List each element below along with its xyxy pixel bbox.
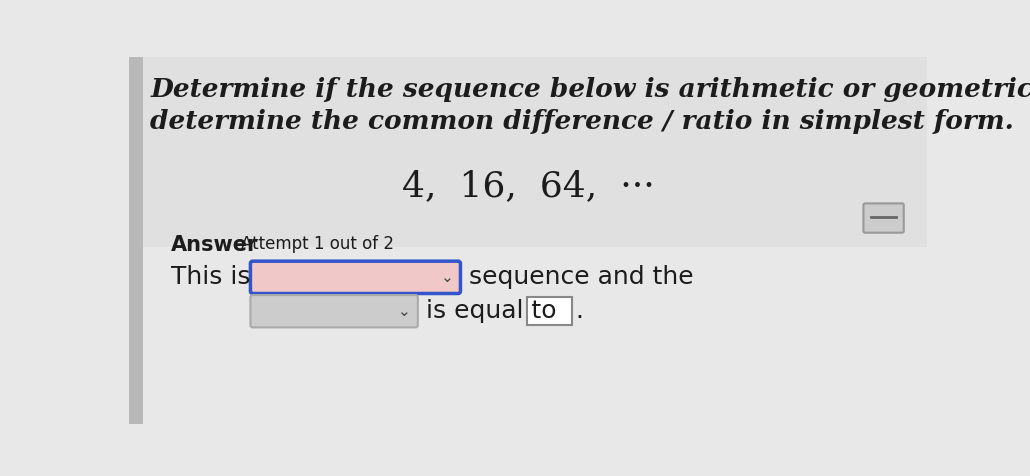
Text: This is: This is xyxy=(171,265,251,289)
Text: Answer: Answer xyxy=(171,235,259,255)
Text: determine the common difference / ratio in simplest form.: determine the common difference / ratio … xyxy=(150,109,1015,135)
Text: sequence and the: sequence and the xyxy=(469,265,693,289)
FancyBboxPatch shape xyxy=(863,203,903,233)
Text: ⌄: ⌄ xyxy=(441,270,453,285)
Text: Determine if the sequence below is arithmetic or geometric and: Determine if the sequence below is arith… xyxy=(150,77,1030,102)
Bar xyxy=(143,57,927,247)
FancyBboxPatch shape xyxy=(250,261,460,294)
FancyBboxPatch shape xyxy=(250,295,418,327)
FancyBboxPatch shape xyxy=(527,298,572,325)
Bar xyxy=(129,57,143,424)
Text: ⌄: ⌄ xyxy=(399,304,411,319)
Text: .: . xyxy=(575,299,583,323)
Text: 4,  16,  64,  ···: 4, 16, 64, ··· xyxy=(402,169,654,204)
Text: is equal to: is equal to xyxy=(426,299,557,323)
Text: Attempt 1 out of 2: Attempt 1 out of 2 xyxy=(241,235,394,253)
